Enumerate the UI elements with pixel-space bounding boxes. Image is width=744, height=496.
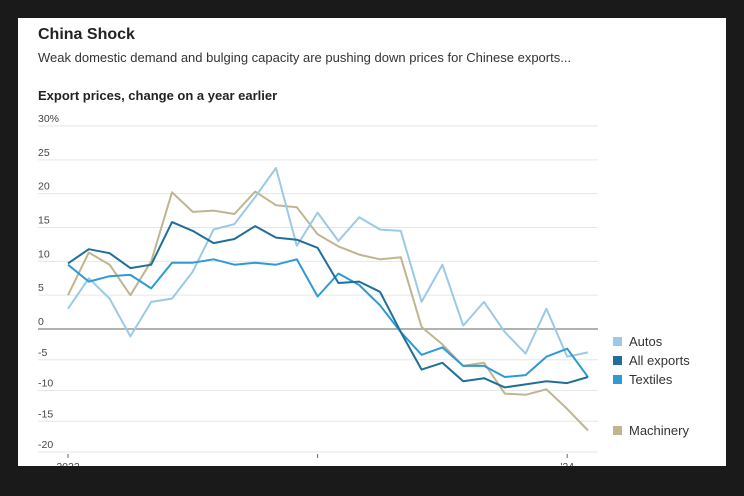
legend-label: Autos [629, 334, 663, 349]
chart-card: China Shock Weak domestic demand and bul… [18, 18, 726, 466]
y-tick-label: 15 [38, 215, 50, 227]
y-tick-label: 0 [38, 316, 44, 328]
x-tick-label: '24 [560, 461, 574, 466]
y-tick-label: -5 [38, 347, 47, 359]
series-line-autos [67, 167, 589, 358]
y-tick-label: 30% [38, 113, 59, 125]
y-axis-tick-labels: 30% 25 20 15 10 5 0 -5 -10 -15 -20 [38, 113, 59, 451]
series-line-all-exports [67, 221, 589, 389]
y-tick-label: 25 [38, 147, 50, 159]
x-axis-tick-labels: 2022 '24 [56, 454, 574, 466]
legend-swatch [613, 337, 622, 346]
legend-swatch [613, 356, 622, 365]
x-tick-label: 2022 [56, 461, 80, 466]
page-title: China Shock [38, 26, 135, 43]
y-tick-label: 20 [38, 181, 50, 193]
legend: Autos All exports Textiles Machinery [613, 334, 690, 438]
legend-swatch [613, 375, 622, 384]
y-tick-label: -20 [38, 439, 53, 451]
legend-swatch [613, 426, 622, 435]
y-tick-label: 5 [38, 282, 44, 294]
y-tick-label: -10 [38, 378, 53, 390]
legend-label: All exports [629, 353, 690, 368]
series-line-machinery [67, 190, 589, 432]
y-tick-label: 10 [38, 248, 50, 260]
line-chart: 30% 25 20 15 10 5 0 -5 -10 -15 -20 2022 '24 Autos Al… [38, 113, 690, 466]
page-subtitle: Weak domestic demand and bulging capacit… [38, 50, 572, 65]
series-line-textiles [67, 258, 589, 378]
series-lines [67, 167, 589, 432]
bottom-strip [0, 476, 744, 496]
grid-lines [38, 125, 598, 453]
legend-label: Textiles [629, 372, 673, 387]
legend-label: Machinery [629, 423, 689, 438]
y-tick-label: -15 [38, 408, 53, 420]
chart-title: Export prices, change on a year earlier [38, 88, 278, 103]
